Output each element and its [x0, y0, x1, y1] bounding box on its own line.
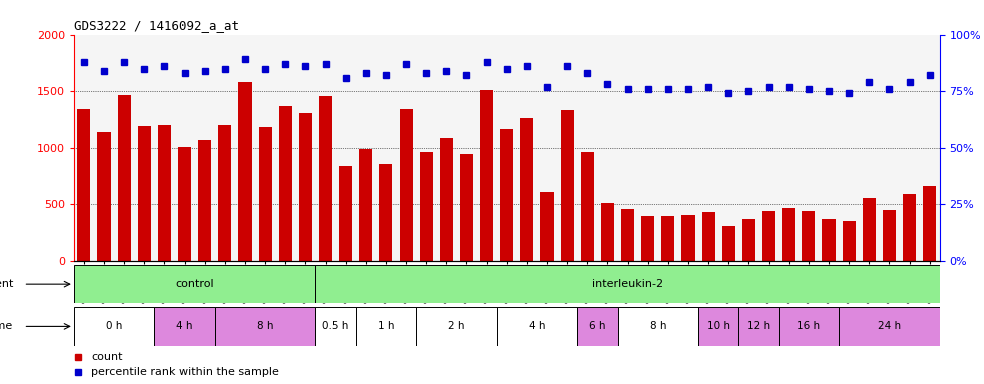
Bar — [823, 219, 835, 261]
Bar — [74, 265, 316, 303]
Bar — [923, 186, 936, 261]
Text: 4 h: 4 h — [528, 321, 545, 331]
Bar — [419, 152, 433, 261]
Bar — [738, 307, 778, 346]
Text: 0.5 h: 0.5 h — [323, 321, 348, 331]
Bar — [698, 307, 738, 346]
Text: 8 h: 8 h — [257, 321, 274, 331]
Bar — [903, 194, 916, 261]
Bar — [621, 209, 634, 261]
Bar — [661, 216, 674, 261]
Bar — [762, 211, 775, 261]
Bar — [178, 147, 191, 261]
Bar — [497, 307, 578, 346]
Bar — [259, 127, 272, 261]
Bar — [440, 137, 453, 261]
Bar — [157, 125, 171, 261]
Bar — [359, 149, 372, 261]
Bar — [721, 226, 735, 261]
Bar — [618, 307, 698, 346]
Bar — [578, 307, 618, 346]
Bar — [702, 212, 714, 261]
Text: 1 h: 1 h — [378, 321, 395, 331]
Text: 16 h: 16 h — [797, 321, 821, 331]
Bar — [839, 307, 940, 346]
Bar — [842, 222, 856, 261]
Bar — [802, 211, 816, 261]
Bar — [778, 307, 839, 346]
Bar — [581, 152, 594, 261]
Bar — [782, 208, 795, 261]
Bar — [218, 125, 231, 261]
Bar — [78, 109, 91, 261]
Bar — [863, 198, 876, 261]
Bar — [138, 126, 151, 261]
Text: agent: agent — [0, 279, 14, 289]
Bar — [97, 132, 110, 261]
Text: 2 h: 2 h — [448, 321, 464, 331]
Bar — [118, 94, 131, 261]
Text: 24 h: 24 h — [878, 321, 901, 331]
Text: control: control — [175, 279, 214, 289]
Bar — [742, 219, 755, 261]
Bar — [356, 307, 416, 346]
Bar — [460, 154, 473, 261]
Bar — [883, 210, 895, 261]
Bar — [198, 140, 212, 261]
Bar — [316, 307, 356, 346]
Bar — [500, 129, 514, 261]
Text: 0 h: 0 h — [106, 321, 122, 331]
Text: interleukin-2: interleukin-2 — [592, 279, 663, 289]
Bar — [480, 90, 493, 261]
Bar — [561, 111, 574, 261]
Bar — [416, 307, 497, 346]
Text: time: time — [0, 321, 14, 331]
Bar — [339, 166, 352, 261]
Bar — [316, 265, 940, 303]
Bar — [400, 109, 412, 261]
Text: 8 h: 8 h — [649, 321, 666, 331]
Text: percentile rank within the sample: percentile rank within the sample — [92, 367, 279, 377]
Text: count: count — [92, 352, 123, 362]
Bar — [238, 82, 252, 261]
Bar — [540, 192, 554, 261]
Text: 4 h: 4 h — [176, 321, 193, 331]
Bar — [74, 307, 154, 346]
Bar — [521, 118, 533, 261]
Text: GDS3222 / 1416092_a_at: GDS3222 / 1416092_a_at — [74, 19, 239, 32]
Text: 10 h: 10 h — [707, 321, 730, 331]
Bar — [215, 307, 316, 346]
Bar — [154, 307, 215, 346]
Bar — [299, 113, 312, 261]
Text: 12 h: 12 h — [747, 321, 770, 331]
Bar — [380, 164, 393, 261]
Bar — [682, 215, 695, 261]
Bar — [642, 216, 654, 261]
Text: 6 h: 6 h — [589, 321, 605, 331]
Bar — [278, 106, 292, 261]
Bar — [601, 204, 614, 261]
Bar — [319, 96, 332, 261]
